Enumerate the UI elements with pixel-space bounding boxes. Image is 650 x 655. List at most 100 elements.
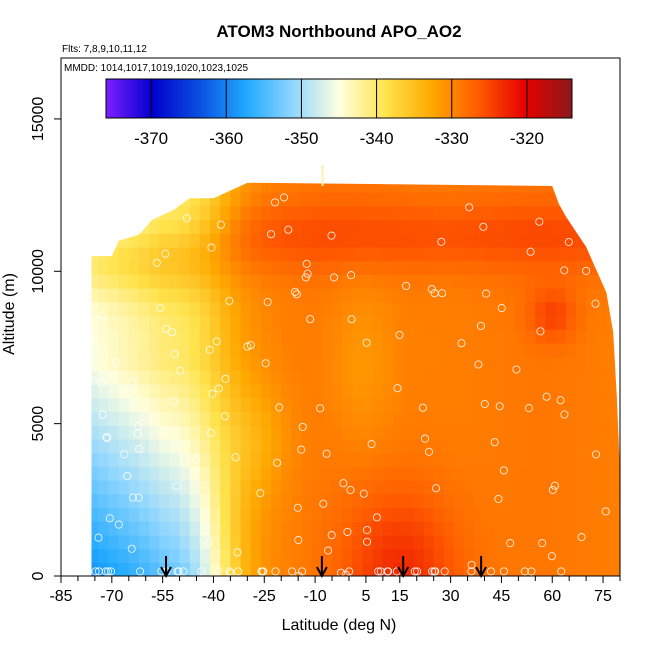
sample-point bbox=[98, 311, 107, 320]
heatmap-cell bbox=[382, 466, 394, 481]
heatmap-cell bbox=[128, 438, 140, 454]
heatmap-cell bbox=[91, 384, 99, 399]
heatmap-cell bbox=[372, 288, 384, 303]
sample-point bbox=[287, 567, 297, 576]
heatmap-cell bbox=[484, 182, 496, 193]
heatmap-cell bbox=[291, 493, 303, 508]
heatmap-cell bbox=[220, 438, 231, 454]
heatmap-cell bbox=[159, 466, 170, 481]
heatmap-cell bbox=[311, 425, 323, 440]
sample-point bbox=[294, 536, 303, 545]
heatmap-cell bbox=[281, 521, 292, 536]
heatmap-cell bbox=[250, 384, 262, 399]
heatmap-cell bbox=[118, 411, 130, 426]
heatmap-cell bbox=[332, 233, 343, 248]
heatmap-cell bbox=[220, 233, 231, 248]
heatmap-cell bbox=[189, 562, 201, 576]
heatmap-cell bbox=[372, 438, 384, 454]
heatmap-cell bbox=[301, 493, 313, 508]
heatmap-cell bbox=[118, 397, 130, 412]
heatmap-cell bbox=[515, 397, 526, 412]
chart-title: ATOM3 Northbound APO_AO2 bbox=[216, 22, 461, 41]
heatmap-cell bbox=[291, 438, 303, 454]
heatmap-cell bbox=[372, 356, 384, 371]
heatmap-cell bbox=[311, 315, 323, 330]
heatmap-cell bbox=[413, 452, 425, 467]
heatmap-cell bbox=[586, 233, 597, 248]
heatmap-cell bbox=[403, 342, 414, 358]
colorbar-tick-label: -320 bbox=[510, 129, 544, 148]
heatmap-cell bbox=[525, 329, 536, 344]
heatmap-cell bbox=[403, 466, 414, 481]
heatmap-cell bbox=[504, 205, 516, 221]
heatmap-cell bbox=[240, 192, 252, 207]
heatmap-cell bbox=[352, 384, 364, 399]
heatmap-cell bbox=[616, 288, 620, 303]
heatmap-cell bbox=[301, 329, 313, 344]
sample-point bbox=[495, 402, 504, 411]
sample-point bbox=[105, 514, 114, 523]
heatmap-cell bbox=[393, 329, 404, 344]
heatmap-cell bbox=[210, 246, 221, 262]
heatmap-cell bbox=[281, 411, 292, 426]
heatmap-cell bbox=[342, 246, 353, 262]
heatmap-cell bbox=[494, 493, 506, 508]
sample-point bbox=[94, 533, 103, 542]
heatmap-cell bbox=[362, 329, 374, 344]
heatmap-cell bbox=[149, 315, 160, 330]
heatmap-cell bbox=[301, 521, 313, 536]
sample-point bbox=[431, 484, 441, 493]
heatmap-cell bbox=[616, 260, 620, 275]
heatmap-cell bbox=[423, 329, 435, 344]
heatmap-cell bbox=[260, 329, 272, 344]
heatmap-cell bbox=[566, 165, 577, 179]
heatmap-cell bbox=[382, 246, 394, 262]
heatmap-cell bbox=[260, 233, 272, 248]
heatmap-cell bbox=[504, 329, 516, 344]
heatmap-cell bbox=[382, 219, 394, 234]
heatmap-cell bbox=[91, 315, 99, 330]
heatmap-cell bbox=[403, 219, 414, 234]
heatmap-cell bbox=[596, 370, 608, 385]
heatmap-cell bbox=[98, 274, 110, 289]
sample-point bbox=[418, 403, 427, 412]
heatmap-cell bbox=[515, 521, 526, 536]
heatmap-cell bbox=[118, 192, 130, 207]
heatmap-cell bbox=[98, 507, 110, 522]
heatmap-cell bbox=[291, 521, 303, 536]
heatmap-cell bbox=[118, 205, 130, 221]
heatmap-cell bbox=[332, 562, 343, 576]
heatmap-cell bbox=[190, 165, 201, 179]
heatmap-cell bbox=[596, 301, 608, 317]
heatmap-cell bbox=[352, 182, 364, 193]
heatmap-cell bbox=[179, 233, 191, 248]
colorbar-tick-label: -370 bbox=[134, 129, 168, 148]
heatmap-cell bbox=[393, 370, 404, 385]
sample-point bbox=[123, 472, 132, 481]
heatmap-cell bbox=[535, 219, 547, 234]
heatmap-cell bbox=[474, 182, 486, 193]
heatmap-cell bbox=[118, 493, 130, 508]
heatmap-cell bbox=[301, 438, 313, 454]
heatmap-cell bbox=[576, 288, 587, 303]
heatmap-cell bbox=[189, 534, 201, 550]
heatmap-cell bbox=[311, 480, 323, 495]
heatmap-cell bbox=[606, 521, 618, 536]
sample-point bbox=[214, 567, 223, 576]
heatmap-cell bbox=[362, 205, 374, 221]
heatmap-cell bbox=[525, 507, 536, 522]
heatmap-cell bbox=[565, 260, 577, 275]
heatmap-cell bbox=[403, 411, 414, 426]
heatmap-cell bbox=[250, 329, 262, 344]
heatmap-cell bbox=[423, 493, 435, 508]
heatmap-cell bbox=[606, 274, 618, 289]
heatmap-cell bbox=[128, 233, 140, 248]
sample-point bbox=[324, 546, 333, 555]
heatmap-cell bbox=[403, 384, 414, 399]
heatmap-cell bbox=[230, 342, 242, 358]
heatmap-cell bbox=[382, 562, 394, 576]
heatmap-cell bbox=[606, 165, 617, 179]
heatmap-cell bbox=[464, 493, 475, 508]
heatmap-cell bbox=[362, 425, 374, 440]
heatmap-cell bbox=[210, 274, 221, 289]
